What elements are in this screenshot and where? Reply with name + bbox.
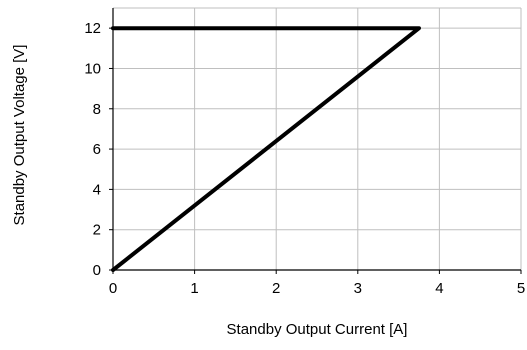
y-tick-label: 2 [93, 222, 101, 239]
x-tick-label: 4 [435, 280, 443, 297]
x-tick-label: 1 [190, 280, 198, 297]
x-tick-label: 5 [517, 280, 525, 297]
y-axis-title: Standby Output Voltage [V] [11, 45, 28, 226]
grid [113, 7, 522, 270]
x-axis-title: Standby Output Current [A] [227, 321, 408, 338]
y-tick-label: 12 [84, 20, 101, 37]
y-tick-label: 8 [93, 101, 101, 118]
axes [109, 8, 522, 274]
x-tick-label: 3 [354, 280, 362, 297]
y-tick-label: 6 [93, 141, 101, 158]
y-tick-label: 10 [84, 60, 101, 77]
y-tick-label: 4 [93, 181, 101, 198]
y-tick-label: 0 [93, 262, 101, 279]
x-tick-label: 0 [109, 280, 117, 297]
x-tick-label: 2 [272, 280, 280, 297]
series-line [111, 26, 421, 272]
series-layer [111, 26, 421, 272]
